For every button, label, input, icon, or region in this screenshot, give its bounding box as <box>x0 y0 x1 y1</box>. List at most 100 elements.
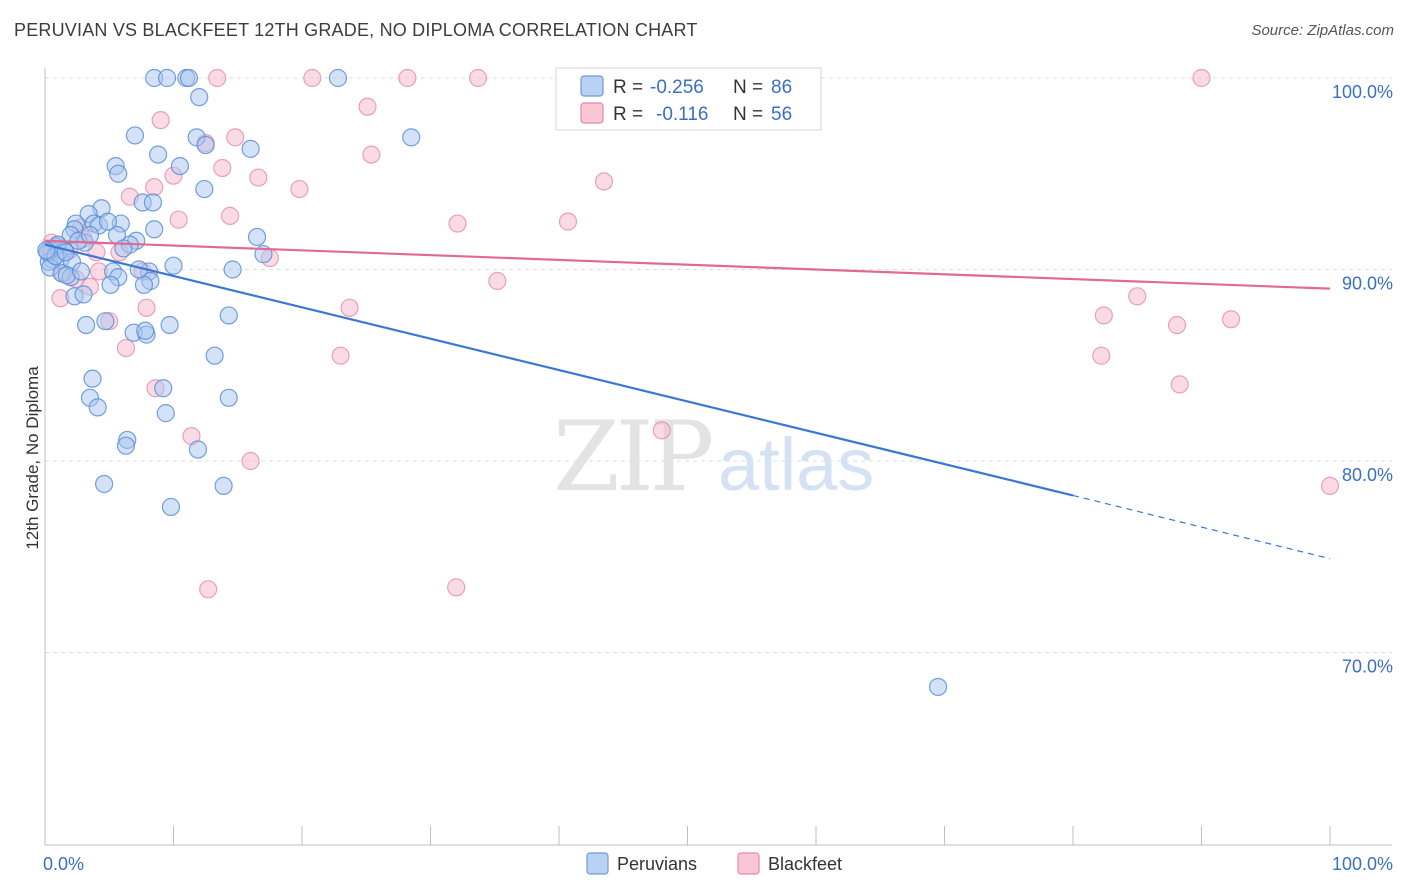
legend-r-value-2: -0.116 <box>656 104 708 125</box>
blackfeet-point <box>594 172 614 191</box>
blackfeet-point <box>290 179 309 199</box>
blackfeet-point <box>1170 375 1189 394</box>
peruvian-point <box>101 275 120 294</box>
watermark-atlas: atlas <box>718 423 874 506</box>
blackfeet-point <box>137 298 156 317</box>
peruvian-point <box>179 68 199 88</box>
peruvian-point <box>247 227 267 247</box>
source-label: Source: ZipAtlas.com <box>1251 22 1394 39</box>
blackfeet-point <box>558 212 578 231</box>
peruvian-point <box>196 135 215 155</box>
peruvian-point <box>195 179 214 199</box>
peruvian-point <box>98 212 118 231</box>
peruvian-point <box>157 68 177 88</box>
blackfeet-point <box>199 580 218 599</box>
peruvian-point <box>116 436 136 455</box>
bottom-legend-swatch-peruvians <box>586 852 609 875</box>
blackfeet-point <box>249 168 268 187</box>
peruvian-point <box>205 346 224 365</box>
peruvian-point <box>143 193 163 212</box>
series-legend: Peruvians Blackfeet <box>586 852 842 875</box>
blackfeet-point <box>151 111 170 130</box>
blackfeet-point <box>448 214 467 233</box>
correlation-legend: R = -0.256 N = 86 R = -0.116 N = 56 <box>555 67 822 131</box>
blackfeet-point <box>1221 310 1241 329</box>
legend-n-value-2: 56 <box>771 104 792 125</box>
peruvian-point <box>83 369 102 388</box>
peruvian-point <box>71 262 91 281</box>
blackfeet-point <box>1092 346 1111 365</box>
legend-r-label-1: R = <box>613 77 643 98</box>
peruvian-point <box>154 379 173 398</box>
blackfeet-point <box>1320 476 1340 495</box>
peruvian-point <box>134 275 154 294</box>
peruvian-point <box>223 260 242 279</box>
peruvian-point <box>145 220 164 239</box>
blackfeet-point <box>362 145 381 164</box>
blackfeet-point <box>116 338 136 358</box>
chart-title: PERUVIAN VS BLACKFEET 12TH GRADE, NO DIP… <box>14 20 698 40</box>
legend-r-label-2: R = <box>613 104 643 125</box>
blackfeet-point <box>468 68 488 88</box>
blackfeet-point <box>358 97 377 116</box>
y-tick-label: 90.0% <box>1342 274 1393 294</box>
peruvian-point <box>96 312 115 331</box>
peruvian-point <box>148 145 168 164</box>
legend-swatch-peruvians <box>580 75 604 97</box>
blackfeet-point <box>652 421 671 440</box>
y-tick-label: 80.0% <box>1342 465 1393 485</box>
y-tick-label: 100.0% <box>1332 82 1393 102</box>
blackfeet-trend-line <box>44 239 1331 290</box>
blackfeet-point <box>208 68 227 88</box>
peruvian-point <box>219 388 238 407</box>
peruvian-point <box>109 164 128 183</box>
peruvian-point <box>928 677 948 697</box>
axes <box>44 68 1392 846</box>
peruvian-point <box>156 404 175 423</box>
peruvian-point <box>56 243 75 262</box>
peruvian-point <box>74 285 93 304</box>
peruvians-trend-line <box>44 243 1074 497</box>
peruvian-point <box>328 68 348 88</box>
legend-r-value-1: -0.256 <box>650 77 704 98</box>
peruvian-point <box>95 474 114 494</box>
peruvian-point <box>190 88 209 107</box>
peruvian-point <box>188 440 208 459</box>
blackfeet-point <box>145 178 164 197</box>
blackfeet-point <box>1094 306 1113 325</box>
bottom-legend-blackfeet: Blackfeet <box>768 854 842 874</box>
blackfeet-point <box>1128 287 1147 306</box>
blackfeet-point <box>303 68 322 88</box>
tick-labels: 70.0% 80.0% 90.0% 100.0% 0.0% 100.0% <box>43 82 1393 874</box>
blackfeet-point <box>169 210 188 229</box>
peruvian-point <box>241 139 260 158</box>
peruvian-point <box>80 225 100 245</box>
peruvian-point <box>136 321 155 340</box>
peruvian-point <box>161 497 181 517</box>
peruvian-point <box>160 315 179 335</box>
peruvian-point <box>164 256 183 275</box>
legend-n-label-1: N = <box>733 77 763 98</box>
blackfeet-point <box>447 578 466 597</box>
blackfeet-point <box>1167 315 1187 335</box>
blackfeet-point <box>1192 68 1211 88</box>
peruvian-point <box>77 315 96 335</box>
blackfeet-point <box>340 298 359 317</box>
trend-lines <box>44 239 1331 560</box>
gridlines <box>45 77 1392 653</box>
x-tick-label-min: 0.0% <box>43 854 84 874</box>
blackfeet-point <box>331 346 350 365</box>
peruvian-point <box>125 126 145 145</box>
blackfeet-point <box>226 128 245 147</box>
blackfeet-point <box>220 206 240 225</box>
peruvian-point <box>214 476 233 495</box>
blackfeet-point <box>241 451 260 471</box>
y-axis-title: 12th Grade, No Diploma <box>23 366 42 550</box>
peruvian-point <box>402 128 421 147</box>
peruvian-point <box>170 156 190 176</box>
x-tick-label-max: 100.0% <box>1332 854 1393 874</box>
blackfeet-point <box>398 68 417 88</box>
peruvian-point <box>219 306 238 325</box>
peruvians-trend-line-extension <box>1072 494 1331 560</box>
